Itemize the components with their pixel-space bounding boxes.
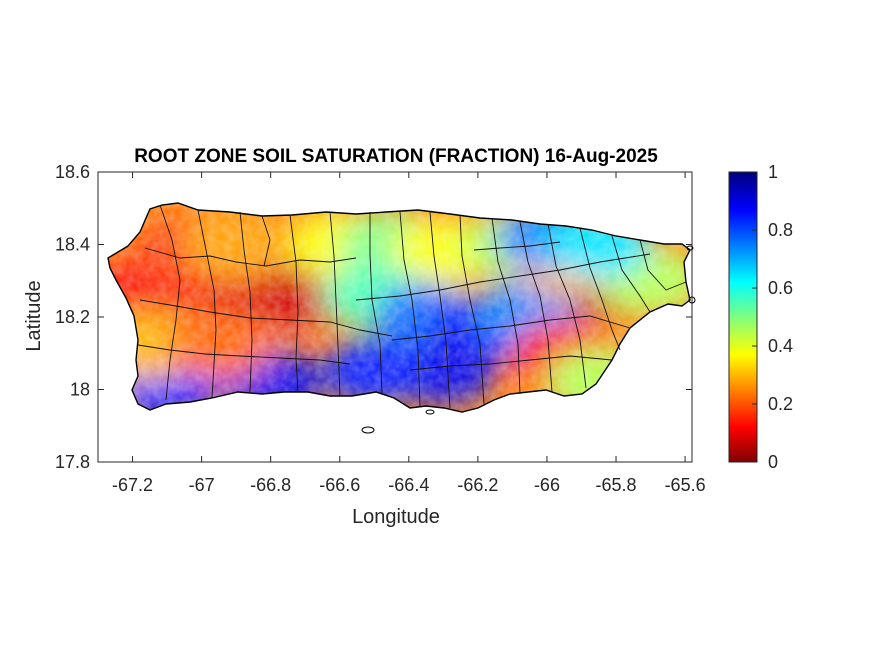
y-tick-label: 18.6 xyxy=(55,162,90,182)
y-axis-label: Latitude xyxy=(23,280,45,351)
x-axis-label: Longitude xyxy=(352,506,440,528)
small-island xyxy=(688,296,696,304)
municipality-border xyxy=(491,217,521,395)
municipality-border xyxy=(391,315,631,341)
municipality-border xyxy=(159,204,181,401)
colorbar-tick-label: 0.6 xyxy=(768,278,793,298)
municipality-border xyxy=(239,211,253,393)
municipality-border xyxy=(611,235,651,313)
y-axis-ticks: 17.8 18 18.2 18.4 18.6 xyxy=(55,162,692,472)
x-tick-label: -66.8 xyxy=(250,475,291,495)
municipality-border xyxy=(289,214,299,393)
small-island xyxy=(425,409,435,415)
municipality-border xyxy=(355,253,651,301)
x-tick-label: -66.2 xyxy=(457,475,498,495)
municipality-border xyxy=(329,211,341,397)
y-tick-label: 17.8 xyxy=(55,452,90,472)
x-axis-ticks: -67.2 -67 -66.8 -66.6 -66.4 -66.2 -66 -65.8 -65.… xyxy=(112,172,706,495)
colorbar-tick-label: 0.4 xyxy=(768,336,793,356)
colorbar-tick-label: 1 xyxy=(768,162,778,182)
municipality-border xyxy=(369,212,383,395)
x-tick-label: -65.6 xyxy=(665,475,706,495)
chart-title: ROOT ZONE SOIL SATURATION (FRACTION) 16-… xyxy=(134,146,658,167)
municipality-border xyxy=(429,211,451,409)
municipality-border xyxy=(261,215,271,267)
colorbar-tick-label: 0.8 xyxy=(768,220,793,240)
colorbar-tick-label: 0.2 xyxy=(768,394,793,414)
x-tick-label: -67 xyxy=(189,475,215,495)
colorbar-ticks: 0 0.2 0.4 0.6 0.8 1 xyxy=(752,162,793,472)
municipality-border xyxy=(473,241,561,251)
y-tick-label: 18 xyxy=(70,380,90,400)
municipality-border xyxy=(547,223,587,389)
municipality-border xyxy=(144,247,357,267)
heatmap-layer xyxy=(108,203,690,412)
municipality-border xyxy=(139,299,393,337)
municipality-border xyxy=(579,227,621,351)
heatmap-texture xyxy=(108,203,690,412)
y-tick-label: 18.2 xyxy=(55,307,90,327)
x-tick-label: -66 xyxy=(534,475,560,495)
small-island xyxy=(686,245,694,251)
municipality-border xyxy=(409,355,613,371)
colorbar-tick-label: 0 xyxy=(768,452,778,472)
colorbar xyxy=(728,171,758,463)
small-islands xyxy=(361,245,696,434)
municipality-border xyxy=(137,344,351,365)
x-tick-label: -67.2 xyxy=(112,475,153,495)
small-island xyxy=(361,426,375,434)
municipality-borders xyxy=(137,204,687,409)
municipality-border xyxy=(519,221,553,393)
x-tick-label: -66.4 xyxy=(388,475,429,495)
municipality-border xyxy=(197,209,217,399)
y-tick-label: 18.4 xyxy=(55,235,90,255)
x-tick-label: -66.6 xyxy=(319,475,360,495)
x-tick-label: -65.8 xyxy=(596,475,637,495)
municipality-border xyxy=(399,211,421,407)
